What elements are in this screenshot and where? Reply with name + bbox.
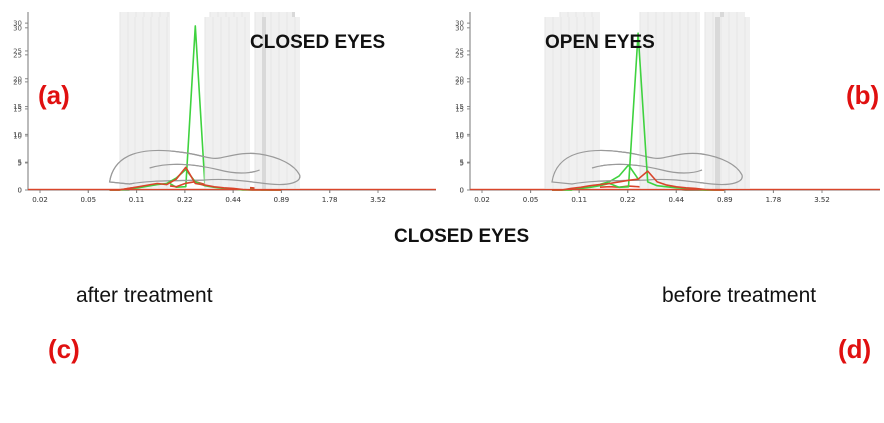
x-tick-label: 0.05 bbox=[523, 196, 539, 204]
x-tick-label: 1.78 bbox=[322, 196, 338, 204]
tag-a: (a) bbox=[38, 80, 70, 110]
chart-d: 0 5 10 15 20 25 30 0.02 0.05 0.11 0.22 0.44 0.89 1.78… bbox=[455, 17, 880, 204]
x-tick-label: 3.52 bbox=[370, 196, 386, 204]
x-tick-label: 0.89 bbox=[274, 196, 290, 204]
x-tick-label: 0.89 bbox=[274, 196, 290, 204]
x-tick-label: 0.44 bbox=[668, 196, 684, 204]
y-tick-label: 5 bbox=[18, 159, 22, 167]
x-tick-label: 0.11 bbox=[571, 196, 587, 204]
y-tick-label: 25 bbox=[13, 51, 22, 59]
x-tick-label: 3.52 bbox=[814, 196, 830, 204]
y-tick-label: 0 bbox=[18, 187, 22, 195]
caption-before-treatment: before treatment bbox=[662, 284, 817, 307]
x-tick-label: 1.78 bbox=[766, 196, 782, 204]
tag-d: (d) bbox=[838, 334, 872, 364]
x-tick-label: 0.89 bbox=[717, 196, 733, 204]
y-tick-label: 10 bbox=[455, 131, 464, 139]
x-tick-label: 3.52 bbox=[370, 196, 386, 204]
x-tick-label: 0.05 bbox=[523, 196, 539, 204]
marker-bar bbox=[715, 17, 720, 190]
series-red bbox=[552, 170, 725, 191]
y-tick-label: 20 bbox=[455, 78, 464, 86]
shade-band bbox=[205, 17, 250, 190]
x-tick-label: 0.11 bbox=[129, 196, 145, 204]
y-tick-label: 20 bbox=[455, 75, 464, 83]
x-tick-label: 0.02 bbox=[32, 196, 48, 204]
shade-band bbox=[705, 17, 750, 190]
y-tick-label: 5 bbox=[460, 159, 464, 167]
ghost-outline bbox=[108, 149, 301, 186]
y-tick-label: 0 bbox=[460, 187, 464, 195]
y-tick-label: 30 bbox=[13, 24, 22, 32]
shade-band bbox=[135, 17, 170, 190]
x-tick-label: 0.44 bbox=[225, 196, 241, 204]
y-tick-label: 5 bbox=[460, 159, 464, 167]
y-tick-label: 30 bbox=[455, 24, 464, 32]
y-tick-label: 15 bbox=[13, 105, 22, 113]
x-tick-label: 0.89 bbox=[717, 196, 733, 204]
y-tick-label: 25 bbox=[13, 47, 22, 55]
y-tick-label: 20 bbox=[13, 75, 22, 83]
x-tick-label: 0.02 bbox=[32, 196, 48, 204]
y-tick-label: 10 bbox=[13, 132, 22, 140]
shade-band bbox=[545, 17, 600, 190]
x-tick-label: 0.44 bbox=[225, 196, 241, 204]
x-tick-label: 0.22 bbox=[177, 196, 193, 204]
x-tick-label: 0.11 bbox=[571, 196, 587, 204]
panel-d: 0 5 10 15 20 25 30 0.02 0.05 0.11 0.22 0.44 0.89 1.78… bbox=[440, 17, 884, 423]
title-closed-eyes-a: CLOSED EYES bbox=[250, 32, 386, 53]
title-open-eyes-b: OPEN EYES bbox=[545, 32, 655, 53]
x-tick-label: 0.05 bbox=[80, 196, 96, 204]
x-tick-label: 0.44 bbox=[668, 196, 684, 204]
y-tick-label: 0 bbox=[18, 187, 22, 195]
tag-b: (b) bbox=[846, 80, 880, 110]
y-tick-label: 5 bbox=[18, 159, 22, 167]
chart-c: 0 5 10 15 20 25 30 0.02 0.05 0.11 0.22 0.44 0.89 1.78… bbox=[13, 17, 436, 204]
title-closed-eyes-center: CLOSED EYES bbox=[394, 226, 530, 247]
x-tick-label: 0.22 bbox=[620, 196, 636, 204]
x-tick-label: 0.11 bbox=[129, 196, 145, 204]
tag-c: (c) bbox=[48, 334, 80, 364]
x-tick-label: 0.05 bbox=[80, 196, 96, 204]
x-tick-label: 0.22 bbox=[177, 196, 193, 204]
x-tick-label: 0.02 bbox=[474, 196, 490, 204]
y-tick-label: 25 bbox=[455, 51, 464, 59]
y-tick-label: 15 bbox=[455, 103, 464, 111]
marker-bar bbox=[262, 17, 266, 190]
x-tick-label: 1.78 bbox=[322, 196, 338, 204]
x-tick-label: 1.78 bbox=[766, 196, 782, 204]
shade-band bbox=[640, 17, 700, 190]
y-tick-label: 30 bbox=[455, 20, 464, 28]
x-tick-label: 0.22 bbox=[620, 196, 636, 204]
x-tick-label: 0.02 bbox=[474, 196, 490, 204]
y-tick-label: 15 bbox=[455, 105, 464, 113]
y-tick-label: 0 bbox=[460, 187, 464, 195]
y-tick-label: 10 bbox=[455, 132, 464, 140]
caption-after-treatment: after treatment bbox=[76, 284, 213, 307]
y-tick-label: 20 bbox=[13, 78, 22, 86]
panel-c: 0 5 10 15 20 25 30 0.02 0.05 0.11 0.22 0.44 0.89 1.78… bbox=[0, 17, 440, 423]
y-tick-label: 15 bbox=[13, 103, 22, 111]
y-tick-label: 30 bbox=[13, 20, 22, 28]
y-tick-label: 25 bbox=[455, 47, 464, 55]
x-tick-label: 3.52 bbox=[814, 196, 830, 204]
y-tick-label: 10 bbox=[13, 131, 22, 139]
